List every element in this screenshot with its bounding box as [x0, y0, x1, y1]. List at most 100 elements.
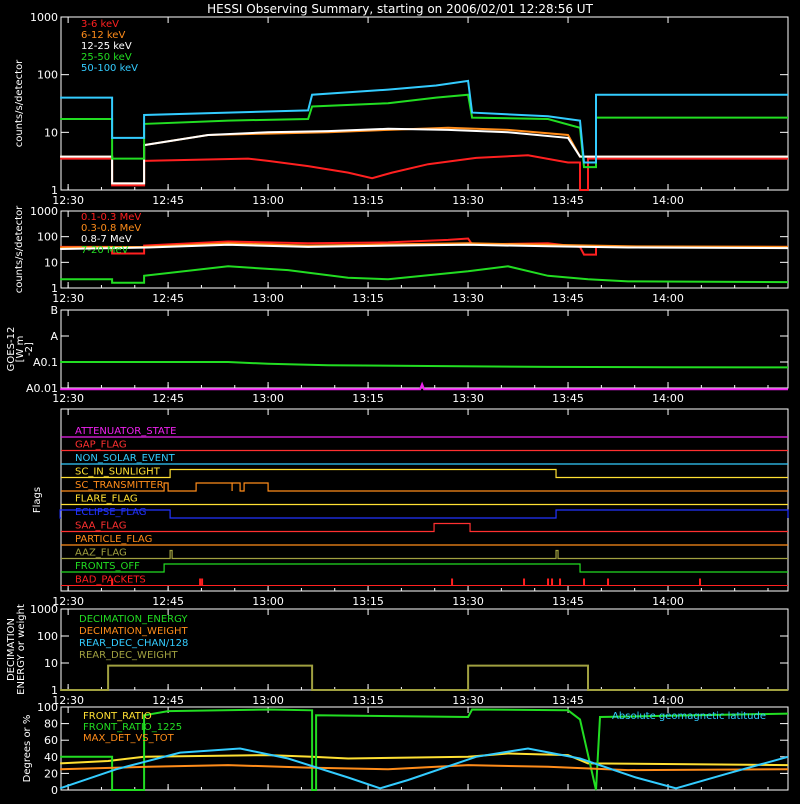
x-tick-label: 12:30 [52, 694, 84, 707]
x-tick-label: 13:15 [352, 694, 384, 707]
y-tick-label: 10 [44, 126, 58, 139]
y-tick-label: 60 [44, 734, 58, 747]
flag-label: NON_SOLAR_EVENT [75, 453, 176, 464]
y-axis-label: GOES-12 [6, 327, 17, 372]
y-tick-label: 1 [51, 282, 58, 295]
series-line-hi-3 [60, 265, 789, 284]
x-tick-label: 13:15 [352, 392, 384, 405]
y-axis-label: [W m [15, 336, 26, 363]
y-axis-label: counts/s/detector [14, 205, 25, 293]
y-tick-label: 1 [51, 184, 58, 197]
series-line-lo-2 [60, 127, 788, 185]
x-tick-label: 13:30 [452, 694, 484, 707]
annotation-label: Absolute geomagnetic latitude [612, 711, 766, 722]
legend-entry: 0.1-0.3 MeV [81, 212, 141, 223]
y-tick-label: 1000 [30, 11, 58, 24]
y-tick-label: 10 [44, 256, 58, 269]
flag-label: FRONTS_OFF [75, 561, 140, 572]
x-tick-label: 13:30 [452, 194, 484, 207]
y-tick-label: 100 [37, 69, 58, 82]
y-axis-label: Degrees or % [22, 715, 33, 783]
y-tick-label: B [50, 304, 58, 317]
x-tick-label: 14:00 [652, 595, 684, 608]
y-tick-label: A0.01 [26, 382, 58, 395]
y-tick-label: 100 [37, 231, 58, 244]
y-tick-label: 1000 [30, 205, 58, 218]
legend-entry: 6-12 keV [81, 30, 125, 41]
x-tick-label: 12:30 [52, 194, 84, 207]
x-tick-label: 13:00 [252, 694, 284, 707]
x-tick-label: 12:45 [152, 694, 184, 707]
legend-entry: REAR_DEC_WEIGHT [79, 650, 178, 661]
x-tick-label: 13:30 [452, 595, 484, 608]
flag-label: SC_IN_SUNLIGHT [75, 467, 161, 478]
series-line-goes-0 [60, 361, 789, 369]
flag-label: SC_TRANSMITTER [75, 480, 164, 491]
flag-line [61, 563, 788, 573]
legend-entry: 25-50 keV [81, 52, 132, 63]
flag-label: ATTENUATOR_STATE [75, 426, 176, 437]
x-tick-label: 12:45 [152, 392, 184, 405]
legend-entry: DECIMATION_ENERGY [79, 614, 188, 625]
x-tick-label: 12:45 [152, 194, 184, 207]
y-tick-label: A0.1 [33, 356, 58, 369]
legend-entry: 50-100 keV [81, 63, 138, 74]
panel-frame-flags [60, 408, 789, 592]
panel-frame-lo [60, 16, 789, 191]
series-line-ratio-2 [60, 764, 789, 772]
y-axis-label: -2] [24, 342, 35, 356]
flag-label: SAA_FLAG [75, 521, 126, 532]
y-tick-label: 10 [44, 657, 58, 670]
flag-line [61, 522, 788, 533]
x-tick-label: 13:45 [552, 694, 584, 707]
panel-frame-ratio [60, 706, 789, 791]
series-line-lo-3 [60, 93, 788, 169]
flag-label: PARTICLE_FLAG [75, 534, 152, 545]
series-line-ratio-1 [60, 708, 789, 791]
x-tick-label: 12:30 [52, 392, 84, 405]
x-tick-label: 13:45 [552, 194, 584, 207]
series-line-hi-2 [60, 243, 789, 250]
y-axis-label: ENERGY or weight [16, 604, 27, 695]
y-axis-label: counts/s/detector [14, 59, 25, 147]
legend-entry: FRONT_RATIO [83, 711, 152, 722]
x-tick-label: 13:30 [452, 292, 484, 305]
x-tick-label: 12:30 [52, 292, 84, 305]
legend-entry: REAR_DEC_CHAN/128 [79, 638, 188, 649]
x-tick-label: 13:15 [352, 194, 384, 207]
x-tick-label: 14:00 [652, 392, 684, 405]
flag-line [61, 468, 788, 479]
x-tick-label: 12:45 [152, 292, 184, 305]
x-tick-label: 13:45 [552, 595, 584, 608]
legend-entry: 3-6 keV [81, 19, 119, 30]
y-tick-label: A [50, 330, 58, 343]
x-tick-label: 12:30 [52, 595, 84, 608]
series-line-goes-1 [60, 381, 788, 391]
x-tick-label: 14:00 [652, 194, 684, 207]
y-tick-label: 80 [44, 718, 58, 731]
x-tick-label: 14:00 [652, 694, 684, 707]
y-tick-label: 40 [44, 751, 58, 764]
x-tick-label: 13:45 [552, 392, 584, 405]
x-tick-label: 13:00 [252, 292, 284, 305]
flag-label: ECLIPSE_FLAG [75, 507, 146, 518]
y-tick-label: 100 [37, 630, 58, 643]
x-tick-label: 13:15 [352, 595, 384, 608]
x-tick-label: 13:30 [452, 392, 484, 405]
x-tick-label: 13:00 [252, 392, 284, 405]
series-line-hi-0 [60, 237, 788, 256]
legend-entry: 7-20 MeV [81, 245, 129, 256]
legend-entry: DECIMATION_WEIGHT [79, 626, 188, 637]
series-line-lo-0 [60, 154, 788, 191]
legend-entry: MAX_DET_VS_TOT [83, 733, 175, 744]
flag-label: BAD_PACKETS [75, 575, 146, 586]
legend-entry: FRONT_RATIO_1225 [83, 722, 182, 733]
y-tick-label: 1 [51, 684, 58, 697]
x-tick-label: 12:45 [152, 595, 184, 608]
y-tick-label: 20 [44, 767, 58, 780]
y-tick-label: 100 [37, 701, 58, 714]
y-tick-label: 0 [51, 784, 58, 797]
x-tick-label: 13:45 [552, 292, 584, 305]
